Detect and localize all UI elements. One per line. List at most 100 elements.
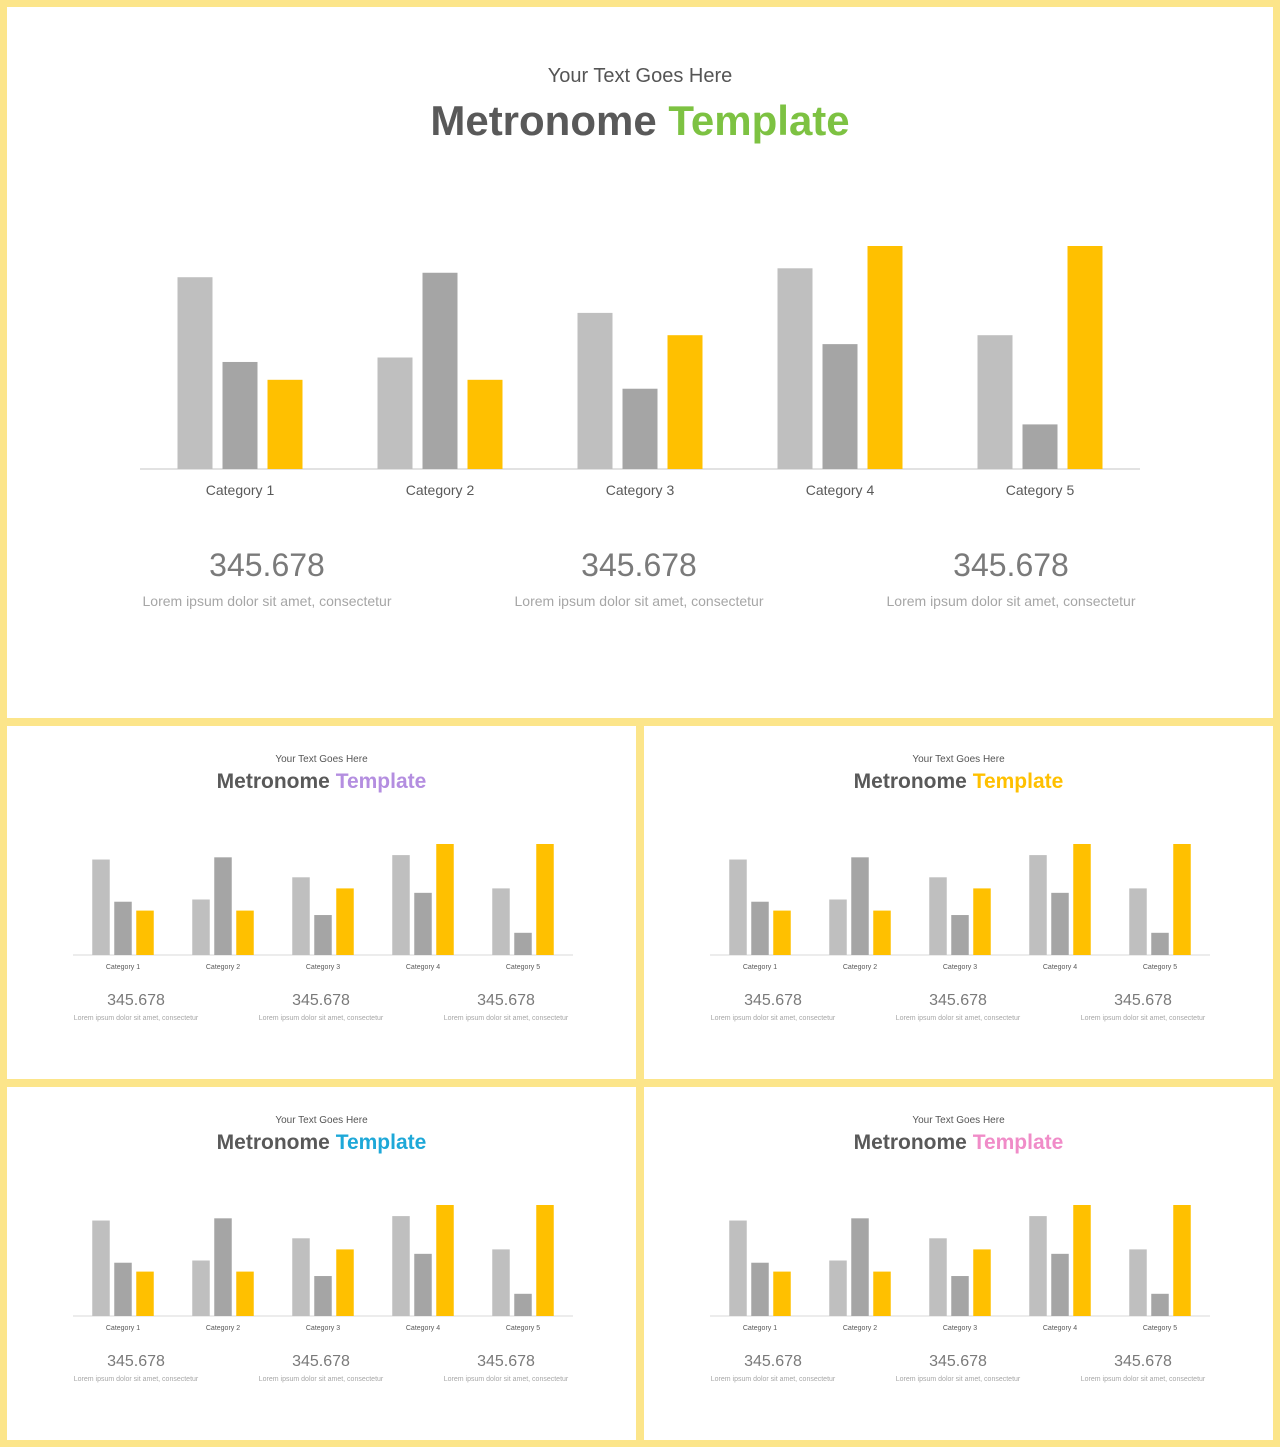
title-main: Metronome: [853, 770, 967, 793]
category-label: Category 4: [806, 482, 875, 498]
bar: [267, 379, 303, 469]
stat-caption: Lorem ipsum dolor sit amet, consectetur: [73, 1376, 199, 1383]
stat-value: 345.678: [1114, 992, 1172, 1009]
stat-caption: Lorem ipsum dolor sit amet, consectetur: [895, 1015, 1021, 1022]
bar: [467, 379, 503, 469]
stat-value: 345.678: [292, 992, 350, 1009]
stat-3: 345.678 Lorem ipsum dolor sit amet, cons…: [1058, 1352, 1228, 1383]
category-label: Category 2: [206, 964, 240, 971]
stat-2: 345.678 Lorem ipsum dolor sit amet, cons…: [236, 991, 406, 1022]
bar: [1029, 855, 1047, 955]
title-accent: Template: [972, 770, 1064, 793]
bar: [1129, 1249, 1147, 1316]
bar: [222, 361, 258, 469]
category-label: Category 5: [1143, 964, 1177, 971]
bar: [1067, 246, 1103, 469]
bar: [829, 899, 847, 955]
bar: [873, 910, 891, 955]
stat-3: 345.678 Lorem ipsum dolor sit amet, cons…: [841, 547, 1181, 609]
bar: [667, 335, 703, 469]
stat-value: 345.678: [929, 992, 987, 1009]
bar: [973, 888, 991, 955]
bar: [314, 915, 332, 955]
bar: [492, 888, 510, 955]
stat-3: 345.678 Lorem ipsum dolor sit amet, cons…: [421, 1352, 591, 1383]
stat-value: 345.678: [477, 1353, 535, 1370]
stat-caption: Lorem ipsum dolor sit amet, consectetur: [258, 1015, 384, 1022]
stat-value: 345.678: [292, 1353, 350, 1370]
category-label: Category 5: [1006, 482, 1075, 498]
slide-title: Metronome Template: [644, 1131, 1273, 1155]
bar: [192, 899, 210, 955]
bar: [514, 1293, 532, 1316]
bar: [1051, 1253, 1069, 1316]
bar: [492, 1249, 510, 1316]
stat-1: 345.678 Lorem ipsum dolor sit amet, cons…: [97, 547, 437, 609]
slide-subtitle: Your Text Goes Here: [275, 1115, 368, 1126]
bar: [729, 1220, 747, 1316]
bar: [1073, 1205, 1091, 1316]
slide-title: Metronome Template: [7, 97, 1273, 145]
title-accent: Template: [668, 97, 850, 144]
stat-1: 345.678 Lorem ipsum dolor sit amet, cons…: [51, 1352, 221, 1383]
category-label: Category 3: [606, 482, 675, 498]
bar: [377, 357, 413, 469]
bar-chart: Category 1 Category 2 Category 3 Category 4…: [710, 844, 1210, 971]
slide-main: Your Text Goes Here Metronome Template C…: [7, 7, 1273, 718]
bar: [1173, 844, 1191, 955]
bar: [1151, 932, 1169, 955]
bar: [977, 335, 1013, 469]
bar: [336, 1249, 354, 1316]
stat-caption: Lorem ipsum dolor sit amet, consectetur: [1080, 1376, 1206, 1383]
stat-1: 345.678 Lorem ipsum dolor sit amet, cons…: [688, 1352, 858, 1383]
bar: [822, 344, 858, 469]
bar: [729, 859, 747, 955]
bar: [622, 388, 658, 469]
slide-pink: Your Text Goes Here Metronome Template C…: [644, 1087, 1273, 1440]
bar: [414, 1253, 432, 1316]
bar: [92, 859, 110, 955]
bar: [851, 857, 869, 955]
bar: [114, 901, 132, 955]
bar: [292, 877, 310, 955]
bar: [392, 855, 410, 955]
bar-chart: Category 1 Category 2 Category 3 Category 4…: [140, 246, 1140, 498]
stat-value: 345.678: [744, 1353, 802, 1370]
bar: [1051, 892, 1069, 955]
category-label: Category 2: [406, 482, 475, 498]
category-label: Category 4: [1043, 964, 1077, 971]
slide-blue: Your Text Goes Here Metronome Template C…: [7, 1087, 636, 1440]
category-label: Category 3: [943, 964, 977, 971]
bar: [514, 932, 532, 955]
bar: [867, 246, 903, 469]
bar: [1151, 1293, 1169, 1316]
stat-value: 345.678: [477, 992, 535, 1009]
category-label: Category 4: [406, 1325, 440, 1332]
bar: [136, 1271, 154, 1316]
bar: [951, 1276, 969, 1316]
stat-caption: Lorem ipsum dolor sit amet, consectetur: [514, 593, 764, 609]
bar: [392, 1216, 410, 1316]
bar-chart: Category 1 Category 2 Category 3 Category 4…: [73, 1205, 573, 1332]
bar: [536, 844, 554, 955]
bar: [873, 1271, 891, 1316]
category-label: Category 5: [506, 1325, 540, 1332]
category-label: Category 1: [206, 482, 275, 498]
bar: [577, 312, 613, 469]
category-label: Category 4: [1043, 1325, 1077, 1332]
stat-3: 345.678 Lorem ipsum dolor sit amet, cons…: [421, 991, 591, 1022]
category-label: Category 5: [506, 964, 540, 971]
stat-value: 345.678: [929, 1353, 987, 1370]
category-label: Category 1: [106, 1325, 140, 1332]
stat-caption: Lorem ipsum dolor sit amet, consectetur: [710, 1376, 836, 1383]
category-label: Category 3: [306, 964, 340, 971]
stat-1: 345.678 Lorem ipsum dolor sit amet, cons…: [51, 991, 221, 1022]
bar: [829, 1260, 847, 1316]
stat-caption: Lorem ipsum dolor sit amet, consectetur: [886, 593, 1136, 609]
bar: [236, 1271, 254, 1316]
bar: [1173, 1205, 1191, 1316]
slide-purple: Your Text Goes Here Metronome Template C…: [7, 726, 636, 1079]
bar: [851, 1218, 869, 1316]
stat-2: 345.678 Lorem ipsum dolor sit amet, cons…: [236, 1352, 406, 1383]
bar: [751, 1262, 769, 1316]
